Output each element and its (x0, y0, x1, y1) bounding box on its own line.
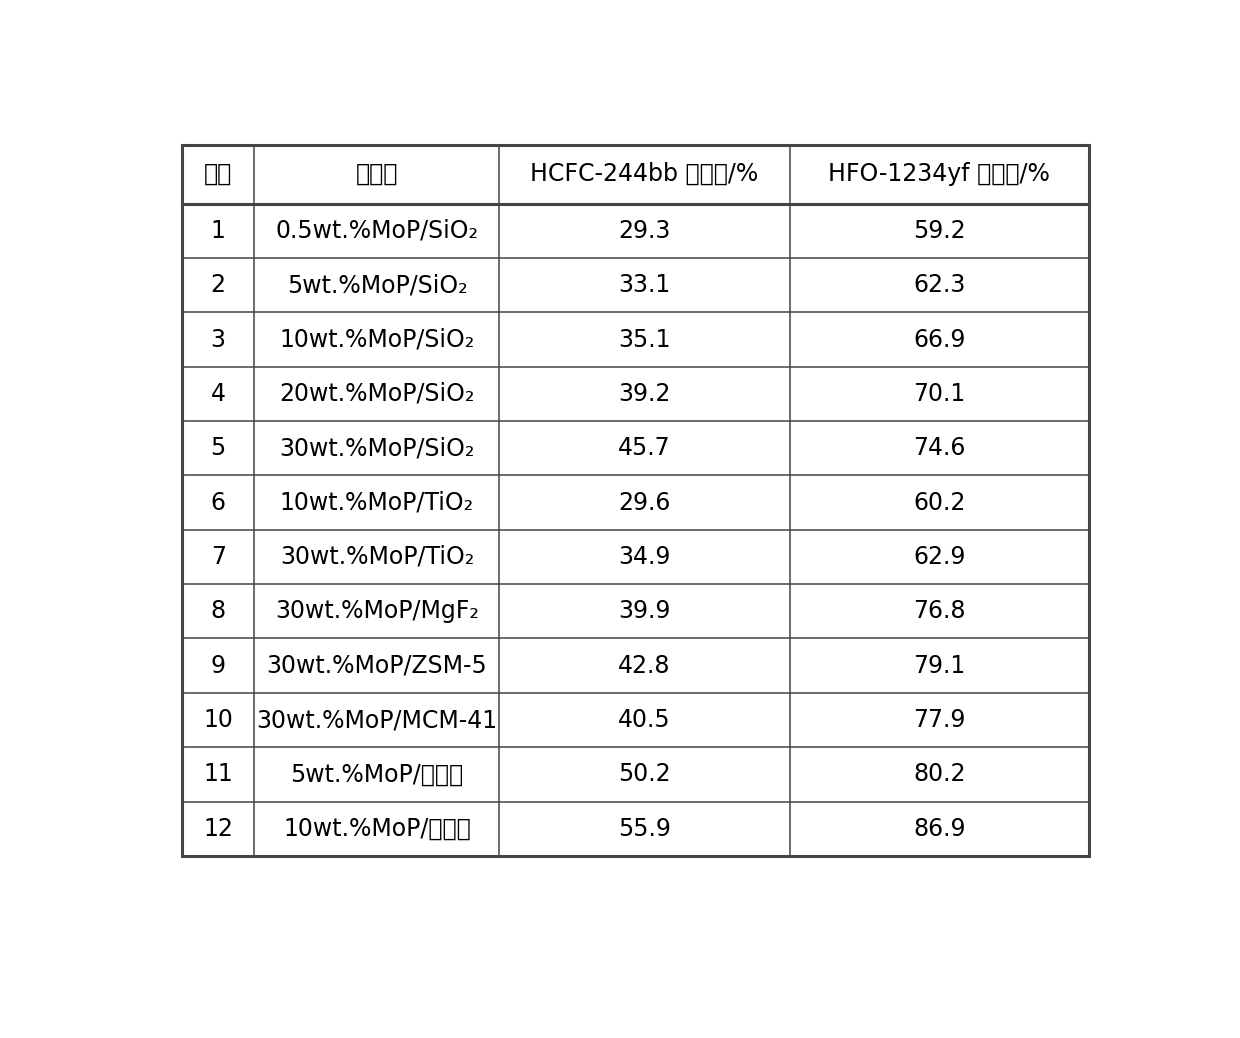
Text: 66.9: 66.9 (913, 328, 966, 352)
Text: 35.1: 35.1 (619, 328, 671, 352)
Text: 30wt.%MoP/MCM-41: 30wt.%MoP/MCM-41 (257, 708, 497, 732)
Text: 6: 6 (211, 491, 226, 515)
Text: 50.2: 50.2 (619, 762, 671, 787)
Text: 催化剂: 催化剂 (356, 162, 398, 186)
Text: 12: 12 (203, 817, 233, 841)
Text: 20wt.%MoP/SiO₂: 20wt.%MoP/SiO₂ (279, 382, 475, 406)
Text: 77.9: 77.9 (913, 708, 966, 732)
Text: 8: 8 (211, 599, 226, 623)
Text: 29.6: 29.6 (619, 491, 671, 515)
Text: 76.8: 76.8 (913, 599, 966, 623)
Text: 9: 9 (211, 654, 226, 678)
Text: 10: 10 (203, 708, 233, 732)
Text: 29.3: 29.3 (619, 219, 671, 243)
Text: 33.1: 33.1 (619, 273, 671, 297)
Text: 74.6: 74.6 (913, 436, 966, 460)
Text: 70.1: 70.1 (914, 382, 966, 406)
Text: 30wt.%MoP/SiO₂: 30wt.%MoP/SiO₂ (279, 436, 475, 460)
Text: 10wt.%MoP/SiO₂: 10wt.%MoP/SiO₂ (279, 328, 475, 352)
Text: 2: 2 (211, 273, 226, 297)
Text: 5wt.%MoP/活性炭: 5wt.%MoP/活性炭 (290, 762, 464, 787)
Text: 0.5wt.%MoP/SiO₂: 0.5wt.%MoP/SiO₂ (275, 219, 479, 243)
Bar (182, 144, 1089, 856)
Text: 62.3: 62.3 (913, 273, 966, 297)
Text: 45.7: 45.7 (619, 436, 671, 460)
Text: 39.9: 39.9 (619, 599, 671, 623)
Text: 62.9: 62.9 (913, 545, 966, 569)
Text: 3: 3 (211, 328, 226, 352)
Text: 1: 1 (211, 219, 226, 243)
Text: 30wt.%MoP/ZSM-5: 30wt.%MoP/ZSM-5 (267, 654, 487, 678)
Text: 80.2: 80.2 (913, 762, 966, 787)
Text: 11: 11 (203, 762, 233, 787)
Text: 编号: 编号 (205, 162, 232, 186)
Text: 10wt.%MoP/TiO₂: 10wt.%MoP/TiO₂ (280, 491, 474, 515)
Text: 42.8: 42.8 (619, 654, 671, 678)
Text: 5wt.%MoP/SiO₂: 5wt.%MoP/SiO₂ (286, 273, 467, 297)
Text: HCFC-244bb 转化率/%: HCFC-244bb 转化率/% (531, 162, 759, 186)
Text: 59.2: 59.2 (913, 219, 966, 243)
Text: 86.9: 86.9 (913, 817, 966, 841)
Text: 79.1: 79.1 (914, 654, 966, 678)
Text: 40.5: 40.5 (619, 708, 671, 732)
Text: 30wt.%MoP/MgF₂: 30wt.%MoP/MgF₂ (275, 599, 479, 623)
Text: 4: 4 (211, 382, 226, 406)
Text: 60.2: 60.2 (913, 491, 966, 515)
Text: HFO-1234yf 选择性/%: HFO-1234yf 选择性/% (828, 162, 1050, 186)
Text: 55.9: 55.9 (618, 817, 671, 841)
Text: 39.2: 39.2 (619, 382, 671, 406)
Text: 7: 7 (211, 545, 226, 569)
Text: 5: 5 (211, 436, 226, 460)
Text: 10wt.%MoP/活性炭: 10wt.%MoP/活性炭 (283, 817, 471, 841)
Text: 34.9: 34.9 (619, 545, 671, 569)
Text: 30wt.%MoP/TiO₂: 30wt.%MoP/TiO₂ (280, 545, 474, 569)
